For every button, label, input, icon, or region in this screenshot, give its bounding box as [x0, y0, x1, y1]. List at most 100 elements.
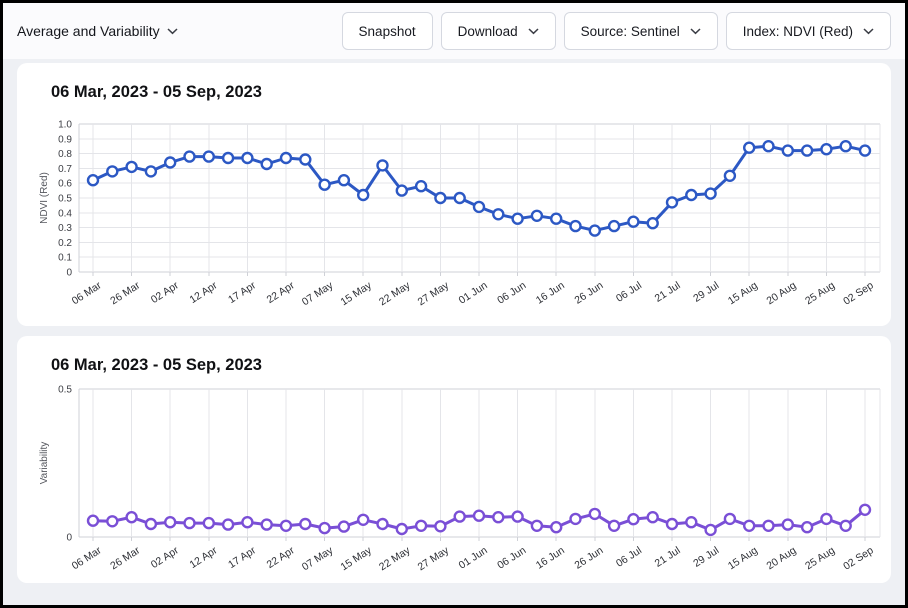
data-point[interactable] — [820, 512, 833, 526]
data-point[interactable] — [144, 517, 158, 531]
data-point[interactable] — [685, 188, 698, 202]
data-point[interactable] — [357, 513, 370, 527]
data-point[interactable] — [106, 165, 119, 178]
data-point[interactable] — [221, 151, 235, 165]
source-dropdown[interactable]: Source: Sentinel — [563, 12, 718, 50]
data-point[interactable] — [800, 520, 814, 534]
data-point[interactable] — [260, 157, 273, 171]
data-point[interactable] — [337, 173, 351, 187]
data-point[interactable] — [646, 510, 659, 524]
data-point[interactable] — [376, 517, 389, 531]
data-point[interactable] — [665, 517, 679, 531]
data-point[interactable] — [202, 516, 216, 530]
x-tick-label: 06 Jun — [495, 279, 528, 306]
variability-chart-title: 06 Mar, 2023 - 05 Sep, 2023 — [51, 356, 262, 374]
data-point[interactable] — [550, 520, 563, 534]
data-point[interactable] — [414, 179, 428, 193]
data-point[interactable] — [106, 515, 119, 528]
data-point[interactable] — [279, 151, 293, 165]
data-point[interactable] — [318, 178, 331, 191]
data-point[interactable] — [762, 140, 775, 153]
data-point[interactable] — [781, 518, 794, 531]
y-tick-label: 0.5 — [58, 385, 72, 396]
data-point[interactable] — [723, 169, 737, 182]
data-point[interactable] — [453, 510, 466, 523]
data-point[interactable] — [453, 191, 466, 205]
data-point[interactable] — [492, 208, 505, 221]
data-point[interactable] — [607, 519, 621, 533]
data-point[interactable] — [434, 520, 447, 533]
data-point[interactable] — [299, 153, 312, 166]
data-point[interactable] — [685, 515, 698, 529]
data-point[interactable] — [125, 510, 138, 524]
charts-area: 06 Mar, 2023 - 05 Sep, 2023 1.0 0.9 0.8 0.7… — [3, 59, 905, 583]
data-point[interactable] — [414, 519, 428, 533]
data-point[interactable] — [820, 143, 833, 156]
data-point[interactable] — [434, 191, 447, 205]
x-tick-label: 12 Apr — [187, 544, 219, 571]
view-selector-dropdown[interactable]: Average and Variability — [17, 23, 178, 39]
data-point[interactable] — [163, 515, 177, 529]
data-point[interactable] — [569, 219, 582, 233]
download-dropdown[interactable]: Download — [440, 12, 556, 50]
data-point[interactable] — [646, 216, 659, 230]
data-point[interactable] — [86, 514, 100, 527]
data-point[interactable] — [299, 517, 312, 531]
data-point[interactable] — [704, 523, 717, 537]
data-point[interactable] — [704, 187, 717, 200]
data-point[interactable] — [318, 521, 331, 535]
data-point[interactable] — [723, 512, 737, 526]
data-point[interactable] — [337, 520, 351, 533]
variability-chart[interactable]: 0.5 006 Mar 26 Mar 02 Apr 12 Apr 17 Apr 22 Apr… — [35, 381, 891, 581]
data-point[interactable] — [395, 522, 408, 536]
snapshot-button[interactable]: Snapshot — [341, 12, 433, 50]
data-point[interactable] — [472, 200, 486, 214]
data-point[interactable] — [743, 141, 756, 154]
data-point[interactable] — [665, 196, 679, 209]
data-point[interactable] — [241, 515, 254, 529]
data-point[interactable] — [627, 215, 640, 228]
data-point[interactable] — [511, 510, 524, 523]
x-tick-label: 22 May — [377, 279, 413, 308]
data-point[interactable] — [530, 209, 544, 223]
x-tick-label: 17 Apr — [226, 279, 258, 306]
data-point[interactable] — [839, 140, 852, 153]
data-point[interactable] — [627, 512, 640, 526]
data-point[interactable] — [163, 156, 177, 169]
data-point[interactable] — [839, 519, 852, 533]
data-point[interactable] — [492, 510, 505, 524]
index-dropdown[interactable]: Index: NDVI (Red) — [725, 12, 891, 50]
data-point[interactable] — [395, 184, 408, 197]
data-point[interactable] — [858, 144, 872, 157]
y-tick-label: 0.7 — [58, 164, 72, 175]
data-point[interactable] — [781, 144, 794, 157]
data-point[interactable] — [279, 519, 293, 533]
data-point[interactable] — [357, 188, 370, 202]
data-point[interactable] — [530, 519, 544, 533]
data-point[interactable] — [86, 173, 100, 187]
data-point[interactable] — [183, 150, 196, 163]
data-point[interactable] — [800, 144, 814, 157]
data-point[interactable] — [569, 512, 582, 526]
view-selector-label: Average and Variability — [17, 23, 160, 39]
data-point[interactable] — [221, 518, 235, 531]
data-point[interactable] — [762, 519, 775, 533]
data-point[interactable] — [260, 518, 273, 531]
data-point[interactable] — [241, 151, 254, 165]
data-point[interactable] — [376, 159, 389, 172]
x-tick-label: 15 May — [338, 544, 374, 573]
data-point[interactable] — [607, 219, 621, 233]
data-point[interactable] — [743, 519, 756, 533]
data-point[interactable] — [858, 503, 872, 517]
data-point[interactable] — [588, 224, 601, 237]
data-point[interactable] — [472, 509, 486, 522]
data-point[interactable] — [183, 516, 196, 530]
x-tick-label: 27 May — [416, 544, 452, 573]
data-point[interactable] — [202, 150, 216, 163]
data-point[interactable] — [588, 507, 601, 521]
data-point[interactable] — [125, 160, 138, 174]
data-point[interactable] — [511, 212, 524, 225]
data-point[interactable] — [550, 212, 563, 225]
data-point[interactable] — [144, 165, 158, 178]
